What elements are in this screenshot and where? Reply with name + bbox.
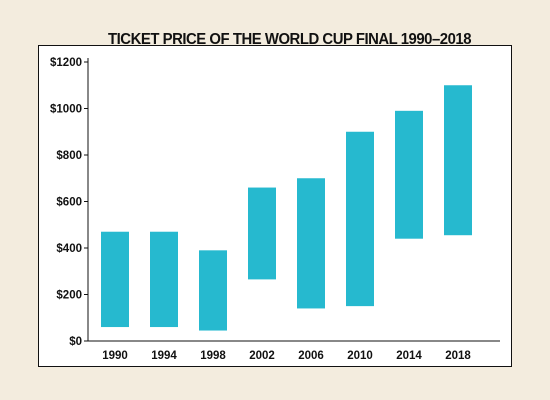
y-tick-label: $0	[69, 336, 82, 348]
range-bar	[346, 131, 374, 307]
x-tick-label: 2014	[396, 350, 422, 362]
y-tick-label: $1200	[50, 57, 82, 69]
x-tick-label: 2002	[249, 350, 275, 362]
x-tick-label: 2018	[445, 350, 471, 362]
y-tick-label: $200	[56, 290, 82, 302]
x-tick-label: 1998	[200, 350, 226, 362]
x-tick-label: 2006	[298, 350, 324, 362]
x-tick-label: 1994	[151, 350, 177, 362]
range-bar	[297, 178, 325, 309]
range-bar	[101, 231, 129, 328]
y-tick-label: $600	[56, 197, 82, 209]
range-bar	[395, 110, 423, 239]
y-tick-label: $400	[56, 243, 82, 255]
range-bar	[199, 250, 227, 331]
range-bar	[444, 85, 472, 236]
range-bar	[150, 231, 178, 328]
x-tick-label: 1990	[102, 350, 128, 362]
x-tick-label: 2010	[347, 350, 373, 362]
chart-title: TICKET PRICE OF THE WORLD CUP FINAL 1990…	[108, 31, 472, 48]
range-bar	[248, 187, 276, 280]
y-tick-label: $1000	[50, 104, 82, 116]
y-tick-label: $800	[56, 150, 82, 162]
